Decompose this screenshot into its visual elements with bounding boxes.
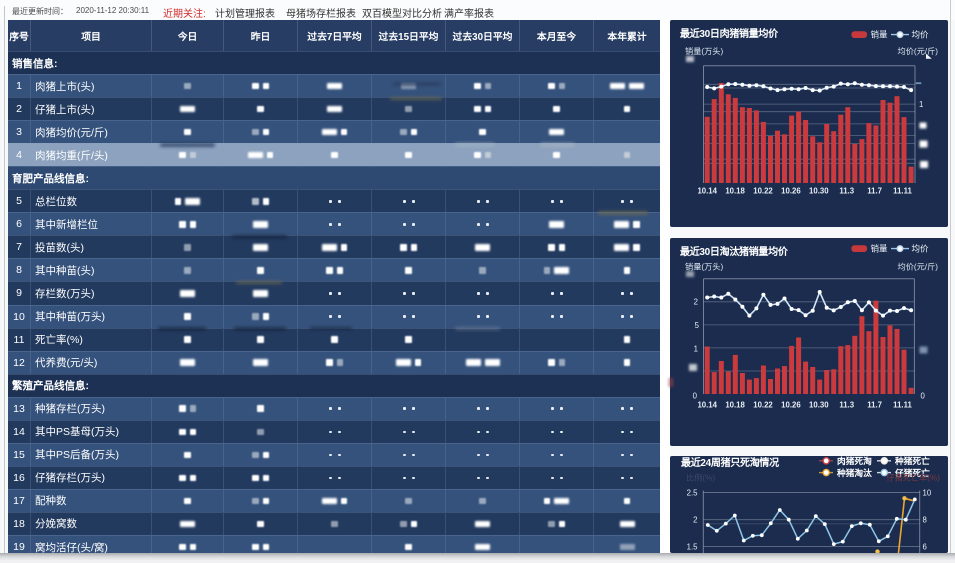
svg-text:2: 2 [694, 298, 698, 307]
svg-text:仔猪死亡: 仔猪死亡 [895, 467, 930, 478]
svg-text:均价: 均价 [912, 244, 930, 254]
svg-text:10.18: 10.18 [725, 401, 745, 410]
svg-text:11.11: 11.11 [893, 401, 912, 410]
svg-text:销量: 销量 [871, 30, 889, 40]
svg-text:10.30: 10.30 [809, 187, 829, 196]
svg-text:10.14: 10.14 [697, 187, 717, 196]
svg-text:销量: 销量 [871, 244, 889, 254]
svg-text:11.7: 11.7 [867, 187, 882, 196]
svg-text:10.18: 10.18 [725, 187, 745, 196]
svg-text:5: 5 [695, 321, 700, 330]
svg-text:11.3: 11.3 [839, 401, 854, 410]
svg-text:8: 8 [923, 516, 927, 525]
svg-text:0: 0 [921, 392, 926, 401]
svg-text:10.26: 10.26 [781, 187, 801, 196]
svg-text:10.14: 10.14 [697, 401, 717, 410]
svg-text:10: 10 [923, 489, 932, 498]
svg-text:10.26: 10.26 [781, 401, 801, 410]
svg-text:1: 1 [694, 345, 698, 354]
svg-text:10.22: 10.22 [753, 401, 773, 410]
svg-text:0: 0 [693, 392, 698, 401]
svg-text:均价: 均价 [912, 30, 930, 40]
svg-text:2.5: 2.5 [687, 489, 699, 498]
svg-text:1: 1 [919, 100, 923, 109]
svg-text:10.30: 10.30 [809, 401, 829, 410]
svg-text:仔猪死亡率(%): 仔猪死亡率(%) [886, 473, 940, 483]
svg-text:11.11: 11.11 [893, 187, 912, 196]
svg-text:种猪死亡: 种猪死亡 [894, 455, 930, 466]
svg-text:比例(%): 比例(%) [686, 473, 715, 483]
svg-text:1.5: 1.5 [687, 543, 699, 552]
svg-text:最近30日淘汰猪销量均价: 最近30日淘汰猪销量均价 [680, 245, 789, 258]
svg-text:均价(元/斤): 均价(元/斤) [898, 262, 939, 272]
svg-text:肉猪死淘: 肉猪死淘 [837, 455, 872, 466]
svg-text:10.22: 10.22 [753, 187, 773, 196]
svg-text:11.3: 11.3 [839, 187, 854, 196]
svg-text:销量(万头): 销量(万头) [685, 46, 723, 56]
svg-text:均价(元/斤): 均价(元/斤) [898, 46, 939, 56]
svg-text:2: 2 [693, 516, 697, 525]
svg-text:种猪淘汰: 种猪淘汰 [836, 467, 872, 478]
svg-text:销量(万头): 销量(万头) [685, 262, 723, 272]
svg-text:6: 6 [923, 543, 927, 552]
svg-text:11.7: 11.7 [867, 401, 882, 410]
svg-text:最近30日肉猪销量均价: 最近30日肉猪销量均价 [680, 27, 779, 40]
svg-text:最近24周猪只死淘情况: 最近24周猪只死淘情况 [681, 456, 779, 469]
